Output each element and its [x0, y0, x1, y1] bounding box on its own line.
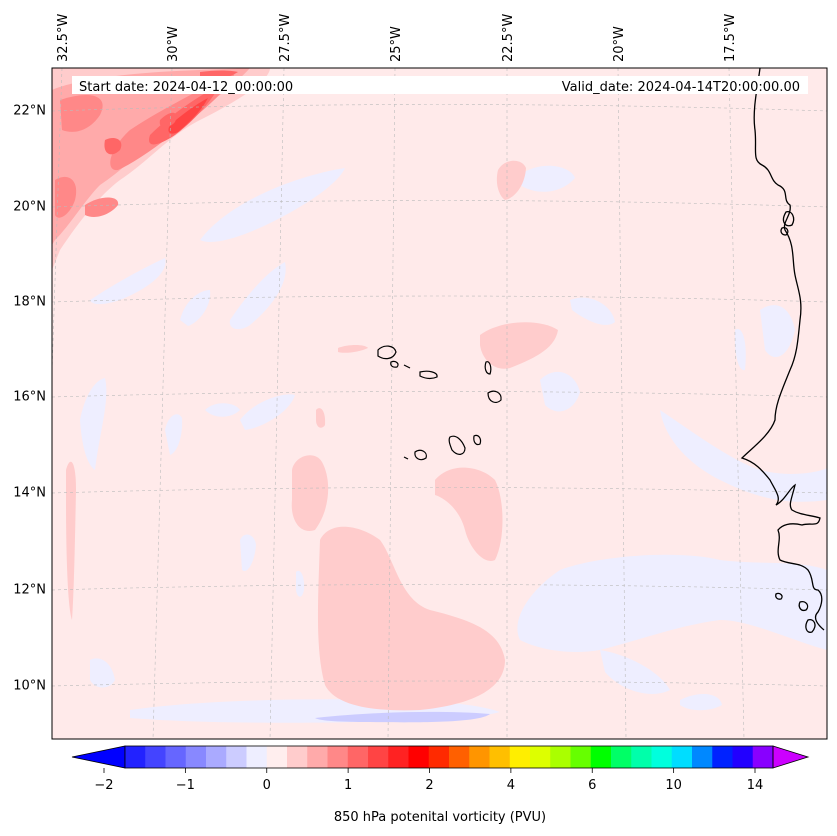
colorbar-block [145, 746, 166, 768]
colorbar-block [611, 746, 632, 768]
lon-label-22-5w: 22.5°W [501, 14, 516, 62]
colorbar-block [530, 746, 551, 768]
colorbar-block [651, 746, 673, 768]
colorbar-tick-label: 4 [507, 778, 515, 793]
lat-label-14n: 14°N [13, 486, 46, 501]
colorbar-blocks [71, 745, 810, 769]
colorbar: −2 −1 0 1 2 4 6 10 14 850 hPa potenital vorticit… [71, 745, 810, 825]
colorbar-block [287, 746, 308, 768]
lon-label-30w: 30°W [166, 26, 181, 62]
map-panel [52, 68, 827, 739]
colorbar-block [388, 746, 409, 768]
colorbar-frame [124, 745, 774, 769]
colorbar-block [550, 746, 571, 768]
northwest-high-pv-region [52, 68, 270, 270]
colorbar-block [631, 746, 652, 768]
colorbar-block [327, 746, 349, 768]
colorbar-block [165, 746, 187, 768]
colorbar-tick-label: 6 [588, 778, 596, 793]
latitude-labels: 22°N 20°N 18°N 16°N 14°N 12°N 10°N [13, 104, 46, 694]
colorbar-block [428, 746, 450, 768]
colorbar-ticks: −2 −1 0 1 2 4 6 10 14 [94, 768, 763, 793]
colorbar-block [469, 746, 490, 768]
colorbar-block [570, 746, 592, 768]
info-strip [72, 76, 808, 94]
colorbar-tick-label: −1 [176, 778, 195, 793]
lat-label-20n: 20°N [13, 200, 46, 215]
lat-label-10n: 10°N [13, 679, 46, 694]
lon-label-27-5w: 27.5°W [278, 14, 293, 62]
colorbar-block [206, 746, 227, 768]
lat-label-16n: 16°N [13, 390, 46, 405]
colorbar-tick-label: −2 [94, 778, 113, 793]
colorbar-block [752, 746, 774, 768]
colorbar-block [449, 746, 470, 768]
start-date-label: Start date: 2024-04-12_00:00:00 [79, 80, 293, 95]
colorbar-block [266, 746, 288, 768]
colorbar-block [712, 746, 733, 768]
colorbar-extend-low [71, 745, 126, 769]
valid-date-label: Valid_date: 2024-04-14T20:00:00.00 [562, 80, 800, 95]
colorbar-block [246, 746, 268, 768]
negative-pv-patches [80, 165, 827, 723]
colorbar-tick-label: 2 [425, 778, 433, 793]
colorbar-tick-label: 1 [344, 778, 352, 793]
colorbar-title: 850 hPa potenital vorticity (PVU) [334, 810, 546, 825]
map-frame [51, 67, 828, 740]
low-positive-pv-patches [66, 160, 558, 711]
colorbar-tick-label: 10 [665, 778, 682, 793]
graticule [52, 68, 827, 739]
lon-label-20w: 20°W [612, 26, 627, 62]
negative-pv-strip [315, 711, 490, 723]
colorbar-block [692, 746, 713, 768]
colorbar-block [509, 746, 531, 768]
colorbar-block [671, 746, 693, 768]
colorbar-block [347, 746, 369, 768]
colorbar-tick-label: 0 [263, 778, 271, 793]
colorbar-block [185, 746, 207, 768]
colorbar-extend-high [772, 745, 810, 769]
cape-verde-islands [377, 345, 502, 461]
lon-label-32-5w: 32.5°W [56, 14, 71, 62]
colorbar-block [408, 746, 430, 768]
colorbar-block [590, 746, 612, 768]
colorbar-block [732, 746, 754, 768]
colorbar-tick-label: 14 [747, 778, 764, 793]
colorbar-block [307, 746, 328, 768]
colorbar-block [226, 746, 247, 768]
lat-label-22n: 22°N [13, 104, 46, 119]
colorbar-block [125, 746, 146, 768]
lat-label-18n: 18°N [13, 295, 46, 310]
coastlines [740, 68, 825, 633]
lat-label-12n: 12°N [13, 583, 46, 598]
lon-label-17-5w: 17.5°W [723, 14, 738, 62]
lon-label-25w: 25°W [389, 26, 404, 62]
colorbar-block [368, 746, 389, 768]
longitude-labels: 32.5°W 30°W 27.5°W 25°W 22.5°W 20°W 17.5… [56, 14, 738, 62]
colorbar-block [489, 746, 511, 768]
